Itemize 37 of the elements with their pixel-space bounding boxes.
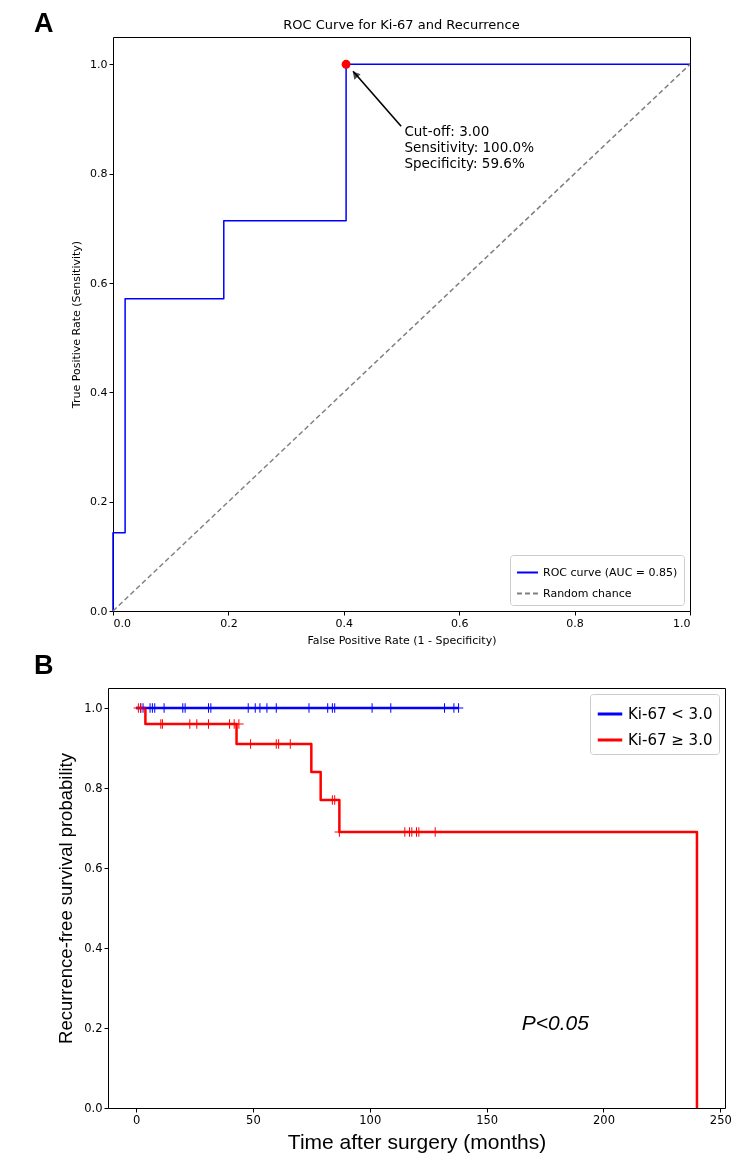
x-axis-title: False Positive Rate (1 - Specificity)	[307, 633, 497, 647]
x-tick-label: 0.8	[566, 616, 584, 630]
annotation: Cut-off: 3.00 Sensitivity: 100.0% Specificity: 59.6%	[404, 122, 535, 171]
x-tick-label: 100	[359, 1112, 382, 1127]
y-tick-label: 1.0	[84, 700, 103, 715]
y-tick-label: 0.8	[84, 780, 103, 795]
x-axis-title: Time after surgery (months)	[287, 1130, 547, 1153]
y-tick-label: 0.6	[90, 276, 108, 290]
annotation: P<0.05	[521, 1011, 590, 1034]
x-tick-label: 0.4	[335, 616, 354, 630]
y-tick-label: 1.0	[90, 57, 108, 71]
x-tick-label: 250	[709, 1112, 732, 1127]
legend-label: Ki-67 < 3.0	[628, 705, 713, 723]
legend-label: Random chance	[543, 586, 632, 600]
text: A	[34, 8, 54, 39]
y-tick-label: 0.4	[84, 940, 103, 955]
y-axis-title: True Positive Rate (Sensitivity)	[70, 240, 84, 410]
x-tick-label: 1.0	[673, 616, 691, 630]
x-tick-label: 0.6	[450, 616, 469, 630]
y-tick-label: 0.0	[84, 1100, 103, 1115]
y-tick-label: 0.8	[90, 167, 108, 181]
y-tick-label: 0.0	[90, 604, 108, 618]
y-tick-label: 0.2	[90, 495, 108, 509]
legend-label: ROC curve (AUC = 0.85)	[543, 565, 678, 579]
x-tick-label: 150	[476, 1112, 499, 1127]
y-tick-label: 0.4	[90, 385, 108, 399]
x-tick-label: 0.0	[113, 616, 131, 630]
x-tick-label: 0	[132, 1112, 141, 1127]
x-tick-label: 50	[246, 1112, 261, 1127]
legend-label: Ki-67 ≥ 3.0	[628, 731, 713, 749]
text: B	[34, 650, 54, 681]
x-tick-label: 0.2	[220, 616, 238, 630]
chart-title: ROC Curve for Ki-67 and Recurrence	[283, 17, 520, 32]
x-tick-label: 200	[592, 1112, 615, 1127]
y-axis-title: Recurrence-free survival probability	[55, 752, 77, 1044]
y-tick-label: 0.2	[84, 1020, 103, 1035]
y-tick-label: 0.6	[84, 860, 103, 875]
